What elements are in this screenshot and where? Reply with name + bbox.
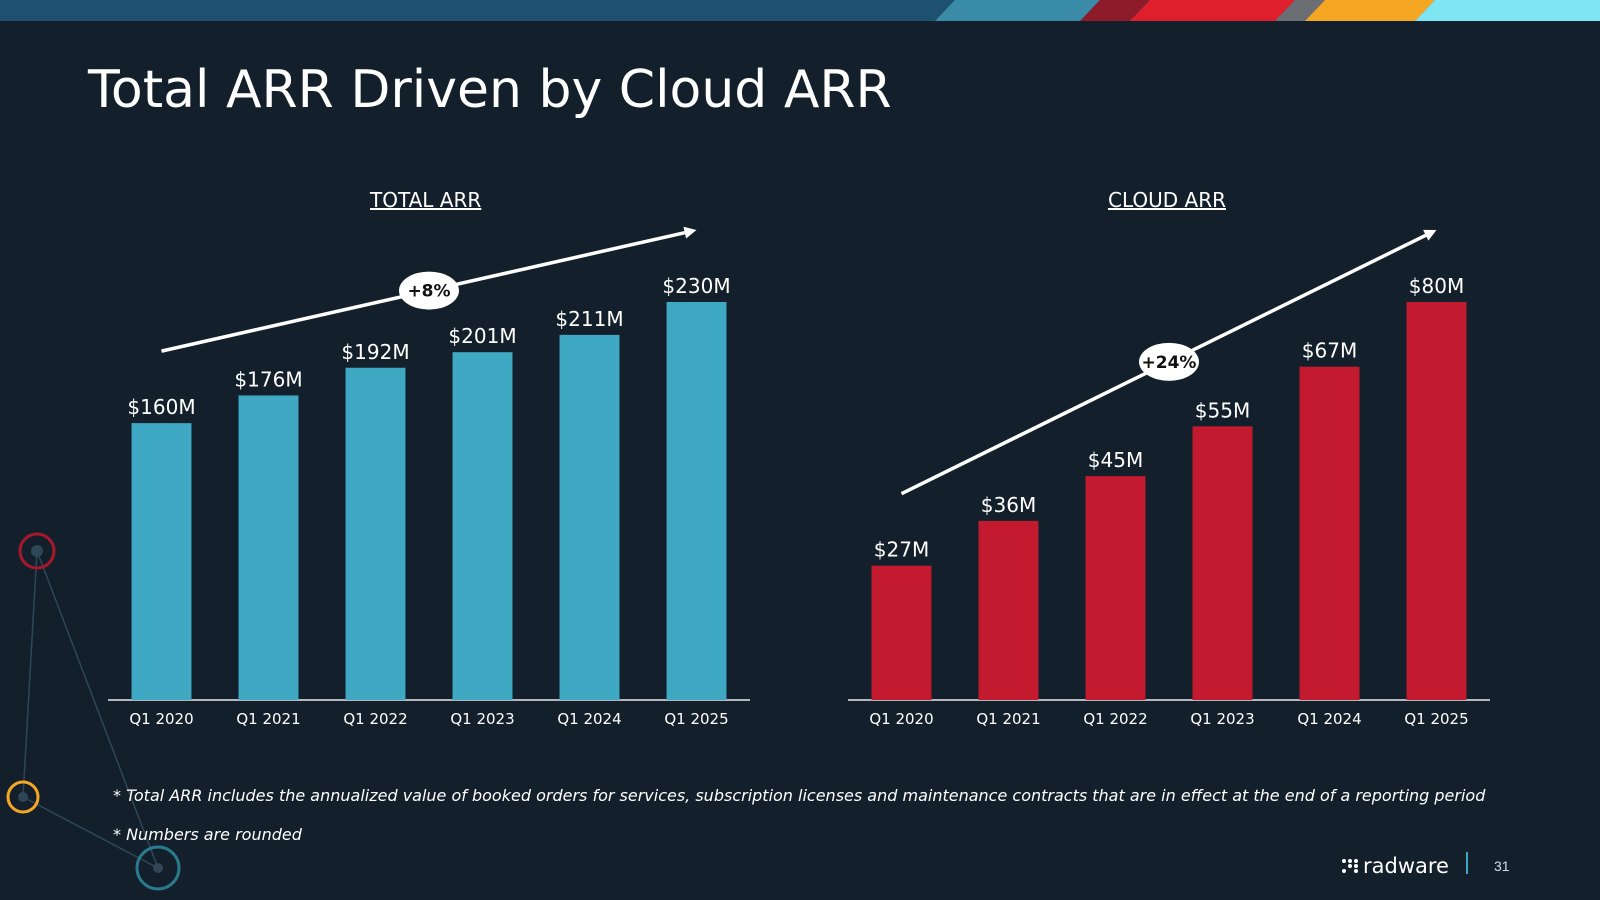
growth-badge [1139,342,1199,381]
footnote-total-arr-definition: * Total ARR includes the annualized valu… [113,786,1486,805]
growth-badge [399,271,459,310]
red-ring-icon [18,532,56,570]
trend-arrow-head [1423,229,1437,241]
bar-q1-2021 [978,520,1039,700]
footnote-numbers-rounded: * Numbers are rounded [113,825,302,844]
trend-arrow-head [683,226,697,239]
data-label: $45M [1088,448,1143,472]
data-label: $80M [1409,274,1464,298]
bar-q1-2023 [1192,426,1253,700]
x-tick-label: Q1 2023 [1190,710,1254,728]
teal-ring-icon [135,845,181,891]
bar-q1-2022 [1085,476,1146,700]
data-label: $201M [448,324,516,348]
bar-q1-2024 [559,334,620,700]
footer-divider [1466,852,1468,874]
growth-label: +24% [1142,353,1197,373]
x-tick-label: Q1 2021 [236,710,300,728]
x-tick-label: Q1 2022 [343,710,407,728]
x-tick-label: Q1 2023 [450,710,514,728]
bar-q1-2024 [1299,366,1360,700]
x-tick-label: Q1 2021 [976,710,1040,728]
bar-q1-2023 [452,352,513,700]
data-label: $27M [874,538,929,562]
data-label: $176M [234,367,302,391]
x-tick-label: Q1 2025 [664,710,728,728]
x-tick-label: Q1 2020 [129,710,193,728]
data-label: $36M [981,493,1036,517]
yellow-ring-icon [6,780,40,814]
x-tick-label: Q1 2020 [869,710,933,728]
data-label: $67M [1302,339,1357,363]
data-label: $230M [662,274,730,298]
data-label: $55M [1195,398,1250,422]
radware-logo-icon [1342,859,1359,873]
x-tick-label: Q1 2024 [1297,710,1361,728]
cloud-arr-chart-title: CLOUD ARR [1108,188,1227,212]
growth-label: +8% [407,282,450,302]
x-tick-label: Q1 2022 [1083,710,1147,728]
bar-q1-2025 [666,302,727,700]
data-label: $192M [341,340,409,364]
radware-logo: radware [1342,854,1449,878]
decorative-network-graphic [6,532,181,891]
data-label: $160M [127,395,195,419]
total-arr-chart-title: TOTAL ARR [370,188,482,212]
x-tick-label: Q1 2025 [1404,710,1468,728]
bar-q1-2025 [1406,302,1467,700]
bar-q1-2020 [871,565,932,700]
cloud-arr-bar-chart: $27M Q1 2020 $36M Q1 2021 $45M Q1 2022 $55M Q1 … [848,229,1490,728]
page-number: 31 [1494,858,1510,874]
top-color-bar [0,0,1600,21]
bar-q1-2020 [131,423,192,700]
x-tick-label: Q1 2024 [557,710,621,728]
bar-q1-2021 [238,395,299,700]
total-arr-bar-chart: $160M Q1 2020 $176M Q1 2021 $192M Q1 2022 $201… [108,226,750,728]
data-label: $211M [555,307,623,331]
page-title: Total ARR Driven by Cloud ARR [88,60,892,120]
bar-q1-2022 [345,367,406,700]
logo-text: radware [1363,854,1449,878]
